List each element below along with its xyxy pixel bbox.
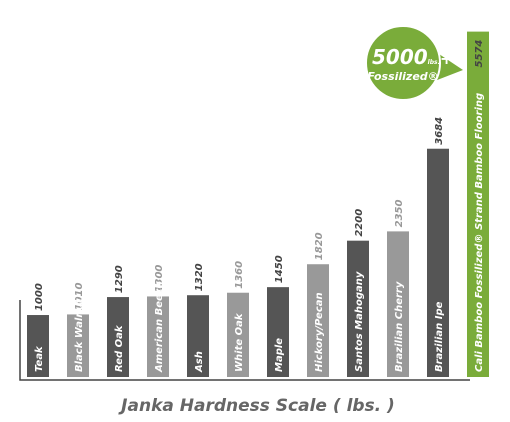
category-label: Red Oak [114, 324, 125, 372]
badge-label: Fossilized® [367, 70, 438, 83]
category-label: Teak [34, 345, 45, 372]
value-label: 1360 [234, 261, 245, 289]
bar [467, 31, 489, 377]
bar [67, 314, 89, 377]
category-label: Cali Bamboo Fossilized® Strand Bamboo Fl… [474, 93, 485, 372]
category-label: Black Walnut [74, 297, 85, 372]
bar [227, 292, 249, 377]
bar [307, 264, 329, 377]
badge-text: 5000lbs.+ [372, 45, 453, 69]
category-label: White Oak [234, 312, 245, 372]
category-label: Santos Mahogany [354, 271, 365, 372]
value-label: 1010 [74, 283, 85, 311]
badge-unit: lbs. [428, 59, 440, 66]
category-label: American Beech [154, 281, 165, 373]
axis-frame [19, 300, 470, 381]
x-axis-title: Janka Hardness Scale ( lbs. ) [118, 396, 395, 416]
category-label: Brazilian Ipe [434, 301, 445, 372]
value-label: 1320 [194, 263, 205, 291]
category-label: Maple [274, 338, 285, 372]
value-label: 3684 [434, 117, 445, 145]
badge-number: 5000 [372, 45, 428, 69]
category-label: Hickory/Pecan [314, 292, 325, 372]
bar [347, 240, 369, 377]
bar [267, 287, 289, 377]
value-label: 2200 [354, 209, 365, 237]
bar [27, 315, 49, 377]
badge: 5000lbs.+ Fossilized® [365, 25, 463, 101]
bar [147, 296, 169, 377]
bar [187, 295, 209, 377]
value-label: 1290 [114, 265, 125, 293]
bar [427, 148, 449, 377]
badge-suffix: + [440, 49, 453, 68]
category-label: Ash [194, 351, 205, 373]
badge-circle [365, 25, 441, 101]
bar [387, 231, 409, 377]
value-label: 5574 [474, 40, 485, 68]
value-label: 1300 [154, 265, 165, 293]
value-label: 1450 [274, 255, 285, 283]
value-label: 1000 [34, 283, 45, 311]
category-label: Brazilian Cherry [394, 281, 405, 372]
value-label: 2350 [394, 200, 405, 228]
bar [107, 297, 129, 377]
value-label: 1820 [314, 232, 325, 260]
